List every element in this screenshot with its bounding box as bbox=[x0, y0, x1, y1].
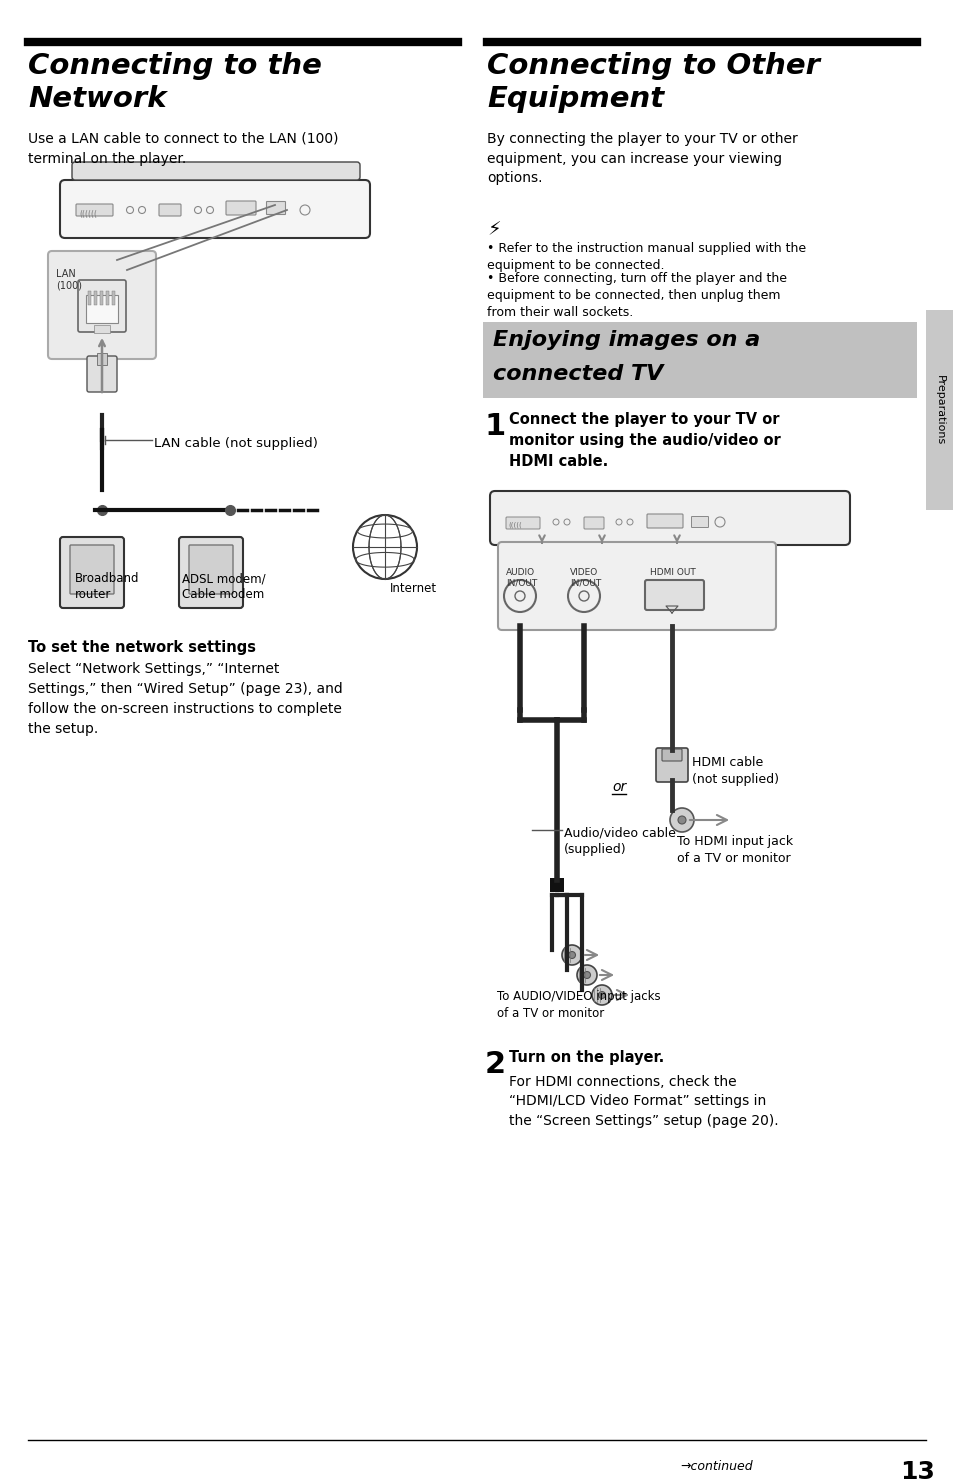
Text: 1: 1 bbox=[484, 412, 506, 440]
Bar bbox=[482, 322, 916, 397]
FancyBboxPatch shape bbox=[78, 280, 126, 332]
FancyBboxPatch shape bbox=[179, 537, 243, 608]
Bar bbox=[550, 878, 563, 891]
Bar bbox=[94, 291, 97, 305]
FancyBboxPatch shape bbox=[644, 580, 703, 610]
Text: To AUDIO/VIDEO input jacks
of a TV or monitor: To AUDIO/VIDEO input jacks of a TV or mo… bbox=[497, 991, 659, 1020]
Bar bbox=[925, 310, 953, 510]
FancyBboxPatch shape bbox=[583, 518, 603, 529]
Text: HDMI OUT: HDMI OUT bbox=[649, 568, 695, 577]
FancyBboxPatch shape bbox=[48, 251, 156, 359]
FancyBboxPatch shape bbox=[70, 544, 113, 595]
FancyBboxPatch shape bbox=[87, 356, 117, 392]
Text: connected TV: connected TV bbox=[493, 363, 662, 384]
Text: Broadband
router: Broadband router bbox=[75, 572, 139, 601]
Bar bbox=[100, 291, 103, 305]
Text: To HDMI input jack
of a TV or monitor: To HDMI input jack of a TV or monitor bbox=[677, 835, 792, 865]
Text: LAN cable (not supplied): LAN cable (not supplied) bbox=[153, 437, 317, 449]
Text: →continued: →continued bbox=[679, 1459, 752, 1473]
Text: Connecting to the: Connecting to the bbox=[28, 52, 321, 80]
Text: By connecting the player to your TV or other
equipment, you can increase your vi: By connecting the player to your TV or o… bbox=[486, 132, 797, 185]
FancyBboxPatch shape bbox=[646, 515, 682, 528]
Circle shape bbox=[583, 971, 590, 979]
Text: Enjoying images on a: Enjoying images on a bbox=[493, 331, 760, 350]
Text: VIDEO
IN/OUT: VIDEO IN/OUT bbox=[569, 568, 600, 587]
Text: 13: 13 bbox=[899, 1459, 934, 1483]
Text: • Refer to the instruction manual supplied with the
equipment to be connected.: • Refer to the instruction manual suppli… bbox=[486, 242, 805, 271]
Circle shape bbox=[598, 992, 605, 998]
Text: Audio/video cable
(supplied): Audio/video cable (supplied) bbox=[563, 826, 675, 856]
Text: HDMI cable
(not supplied): HDMI cable (not supplied) bbox=[691, 756, 779, 786]
Text: • Before connecting, turn off the player and the
equipment to be connected, then: • Before connecting, turn off the player… bbox=[486, 271, 786, 319]
FancyBboxPatch shape bbox=[266, 202, 285, 215]
FancyBboxPatch shape bbox=[656, 747, 687, 782]
Text: LAN
(100): LAN (100) bbox=[56, 268, 82, 291]
Text: Connecting to Other: Connecting to Other bbox=[486, 52, 820, 80]
Text: Internet: Internet bbox=[390, 581, 436, 595]
Text: ((((((: (((((( bbox=[79, 211, 97, 219]
Text: Turn on the player.: Turn on the player. bbox=[509, 1050, 663, 1065]
FancyBboxPatch shape bbox=[691, 516, 708, 528]
FancyBboxPatch shape bbox=[505, 518, 539, 529]
Text: Network: Network bbox=[28, 85, 167, 113]
Bar bbox=[88, 291, 91, 305]
Text: Equipment: Equipment bbox=[486, 85, 663, 113]
Text: AUDIO
IN/OUT: AUDIO IN/OUT bbox=[505, 568, 537, 587]
FancyBboxPatch shape bbox=[159, 205, 181, 217]
Circle shape bbox=[568, 952, 575, 958]
FancyBboxPatch shape bbox=[661, 749, 681, 761]
FancyBboxPatch shape bbox=[60, 179, 370, 237]
Bar bbox=[112, 291, 115, 305]
Circle shape bbox=[669, 808, 693, 832]
FancyBboxPatch shape bbox=[226, 202, 255, 215]
Text: Connect the player to your TV or
monitor using the audio/video or
HDMI cable.: Connect the player to your TV or monitor… bbox=[509, 412, 780, 469]
Circle shape bbox=[577, 965, 597, 985]
FancyBboxPatch shape bbox=[94, 325, 110, 334]
FancyBboxPatch shape bbox=[76, 205, 112, 217]
FancyBboxPatch shape bbox=[189, 544, 233, 595]
Circle shape bbox=[592, 985, 612, 1005]
Text: Use a LAN cable to connect to the LAN (100)
terminal on the player.: Use a LAN cable to connect to the LAN (1… bbox=[28, 132, 338, 166]
Text: ⚡: ⚡ bbox=[486, 219, 500, 239]
FancyBboxPatch shape bbox=[71, 162, 359, 179]
Circle shape bbox=[678, 816, 685, 825]
Text: Select “Network Settings,” “Internet
Settings,” then “Wired Setup” (page 23), an: Select “Network Settings,” “Internet Set… bbox=[28, 661, 342, 736]
Text: Preparations: Preparations bbox=[934, 375, 944, 445]
Text: For HDMI connections, check the
“HDMI/LCD Video Format” settings in
the “Screen : For HDMI connections, check the “HDMI/LC… bbox=[509, 1075, 778, 1129]
Text: To set the network settings: To set the network settings bbox=[28, 641, 255, 655]
Bar bbox=[86, 295, 118, 323]
Text: 2: 2 bbox=[484, 1050, 506, 1080]
Text: (((((: ((((( bbox=[507, 522, 521, 528]
FancyBboxPatch shape bbox=[497, 541, 775, 630]
Circle shape bbox=[561, 945, 581, 965]
FancyBboxPatch shape bbox=[60, 537, 124, 608]
Bar bbox=[106, 291, 109, 305]
Text: or: or bbox=[612, 780, 625, 793]
Bar bbox=[97, 353, 107, 365]
FancyBboxPatch shape bbox=[490, 491, 849, 544]
Text: ADSL modem/
Cable modem: ADSL modem/ Cable modem bbox=[182, 572, 265, 601]
